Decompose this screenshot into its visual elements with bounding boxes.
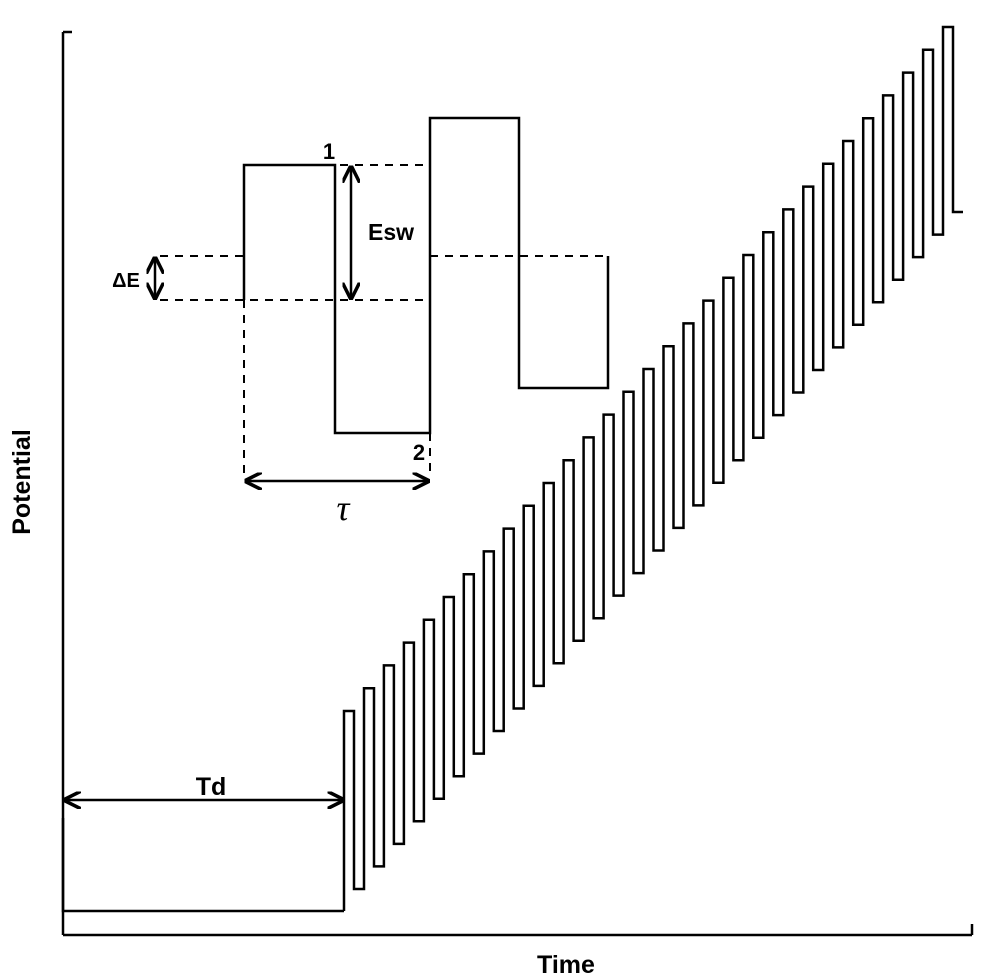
point-1-label: 1: [323, 139, 335, 164]
point-2-label: 2: [413, 440, 425, 465]
inset-waveform: [242, 116, 610, 435]
tau-label: τ: [337, 488, 351, 528]
axis-frame: [61, 30, 974, 937]
delay-time-dimension: Td: [65, 773, 343, 801]
x-axis-label: Time: [537, 951, 595, 979]
cycle-detail-inset: ΔE Esw τ 1 2: [112, 116, 610, 528]
delta-e-label: ΔE: [112, 270, 140, 292]
td-label: Td: [196, 773, 227, 801]
delay-baseline: [61, 818, 344, 913]
esw-label: Esw: [368, 219, 414, 245]
y-axis-label: Potential: [8, 429, 36, 535]
square-wave-staircase: [342, 25, 963, 911]
